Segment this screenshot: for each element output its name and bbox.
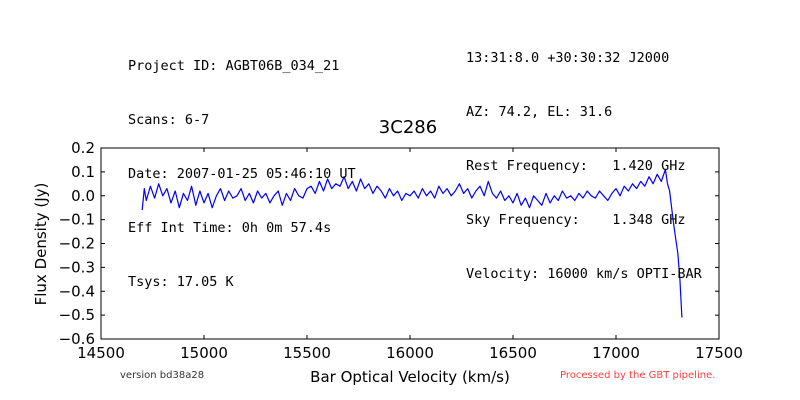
x-tick-label: 17000 bbox=[592, 344, 640, 362]
tsys: Tsys: 17.05 K bbox=[128, 274, 234, 290]
chart-title: 3C286 bbox=[379, 117, 437, 138]
y-tick-label: −0.3 bbox=[59, 258, 95, 276]
date: Date: 2007-01-25 05:46:10 UT bbox=[128, 166, 356, 182]
y-tick-label: 0.0 bbox=[71, 187, 95, 205]
y-tick-label: 0.1 bbox=[71, 163, 95, 181]
y-axis-label: Flux Density (Jy) bbox=[32, 183, 50, 306]
az-el: AZ: 74.2, EL: 31.6 bbox=[466, 104, 613, 120]
project-id: Project ID: AGBT06B_034_21 bbox=[128, 58, 340, 74]
rest-frequency: Rest Frequency: 1.420 GHz bbox=[466, 158, 686, 174]
x-tick-label: 17500 bbox=[695, 344, 743, 362]
pipeline-label: Processed by the GBT pipeline. bbox=[560, 370, 716, 381]
scans: Scans: 6-7 bbox=[128, 112, 210, 128]
x-axis-label: Bar Optical Velocity (km/s) bbox=[310, 368, 510, 386]
flux-series-line bbox=[141, 168, 683, 318]
x-tick-label: 16500 bbox=[489, 344, 537, 362]
y-tick-label: 0.2 bbox=[71, 139, 95, 157]
y-tick-label: −0.4 bbox=[59, 282, 95, 300]
x-tick-label: 15000 bbox=[180, 344, 228, 362]
observation-info-left: Project ID: AGBT06B_034_21 Scans: 6-7 Da… bbox=[128, 21, 356, 309]
eff-int-time: Eff Int Time: 0h 0m 57.4s bbox=[128, 220, 332, 236]
x-tick-label: 16000 bbox=[386, 344, 434, 362]
y-tick-label: −0.2 bbox=[59, 235, 95, 253]
x-tick-label: 14500 bbox=[77, 344, 125, 362]
y-tick-label: −0.1 bbox=[59, 211, 95, 229]
version-label: version bd38a28 bbox=[120, 370, 205, 381]
x-tick-label: 15500 bbox=[283, 344, 331, 362]
observation-info-right: 13:31:8.0 +30:30:32 J2000 AZ: 74.2, EL: … bbox=[466, 13, 702, 301]
x-axis-ticks: 14500 15000 15500 16000 16500 17000 17500 bbox=[77, 148, 743, 362]
coordinates: 13:31:8.0 +30:30:32 J2000 bbox=[466, 50, 670, 66]
sky-frequency: Sky Frequency: 1.348 GHz bbox=[466, 212, 686, 228]
y-tick-label: −0.6 bbox=[59, 330, 95, 348]
y-tick-label: −0.5 bbox=[59, 306, 95, 324]
y-axis-ticks: −0.6 −0.5 −0.4 −0.3 −0.2 −0.1 0.0 0.1 0.2 bbox=[59, 139, 719, 348]
velocity: Velocity: 16000 km/s OPTI-BAR bbox=[466, 266, 702, 282]
